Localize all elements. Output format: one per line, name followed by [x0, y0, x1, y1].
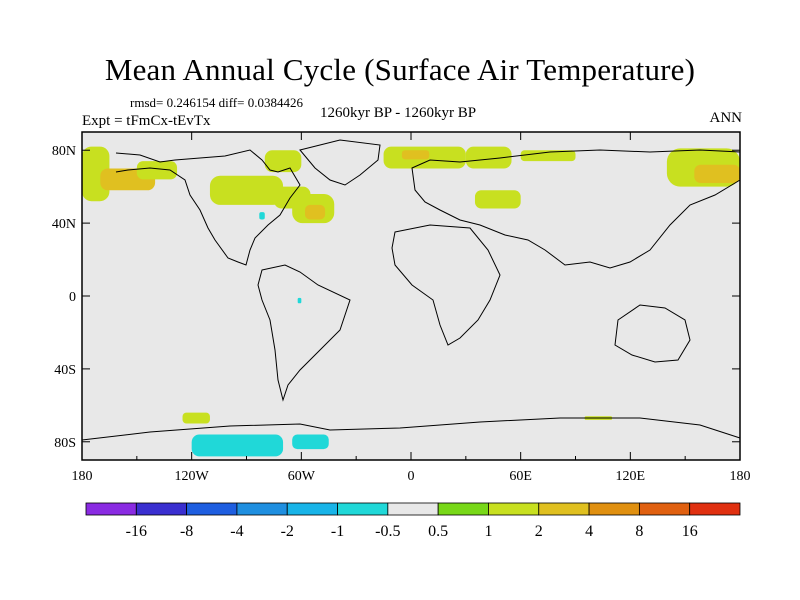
anomaly-region-15 — [182, 412, 210, 424]
anomaly-region-7 — [304, 204, 326, 220]
experiment-label: Expt = tFmCx-tEvTx — [82, 113, 211, 129]
anomaly-region-2 — [136, 161, 178, 180]
colorbar-label-9: 4 — [585, 523, 593, 540]
anomaly-region-14 — [694, 164, 740, 184]
x-tick-label-2: 60W — [288, 469, 316, 484]
colorbar-box-11 — [638, 502, 691, 516]
x-axis: 180 120W 60W 0 60E 120E 180 — [72, 132, 751, 484]
x-tick-label-3: 0 — [408, 469, 415, 484]
colorbar-label-7: 1 — [484, 523, 492, 540]
colorbar-box-5 — [337, 502, 389, 516]
map-background — [82, 132, 740, 460]
x-tick-label-6: 180 — [730, 469, 751, 484]
anomaly-region-9 — [401, 150, 430, 160]
colorbar-box-4 — [286, 502, 338, 516]
y-tick-label-3: 40S — [54, 363, 76, 378]
season-label: ANN — [709, 110, 743, 126]
y-tick-label-4: 80S — [54, 436, 76, 451]
x-tick-label-0: 180 — [72, 469, 93, 484]
colorbar-label-11: 16 — [682, 523, 698, 540]
colorbar-label-2: -4 — [230, 523, 243, 540]
y-tick-label-1: 40N — [52, 217, 76, 232]
x-tick-label-4: 60E — [509, 469, 532, 484]
colorbar-box-6 — [387, 502, 439, 516]
anomaly-region-5 — [264, 150, 302, 173]
x-tick-label-1: 120W — [175, 469, 210, 484]
anomaly-region-18 — [292, 434, 329, 450]
coastline-africa — [391, 224, 501, 346]
colorbar-box-1 — [135, 502, 188, 516]
colorbar-box-3 — [236, 502, 288, 516]
anomaly-region-12 — [520, 150, 576, 162]
coastline-europe-asia — [411, 149, 741, 269]
coastline-north-america — [115, 149, 301, 266]
anomaly-layer — [82, 146, 740, 457]
anomaly-region-10 — [474, 190, 521, 209]
coastline-layer — [81, 139, 741, 441]
colorbar-box-7 — [437, 502, 489, 516]
coastline-australia — [614, 304, 691, 363]
chart-title: Mean Annual Cycle (Surface Air Temperatu… — [104, 52, 696, 87]
anomaly-region-20 — [297, 297, 302, 304]
colorbar-label-10: 8 — [635, 523, 643, 540]
x-tick-label-5: 120E — [616, 469, 646, 484]
coastline-south-america — [257, 264, 351, 402]
colorbar-box-12 — [689, 502, 741, 516]
colorbar-box-10 — [588, 502, 640, 516]
colorbar-box-8 — [488, 502, 540, 516]
y-tick-label-2: 0 — [69, 290, 76, 305]
y-tick-label-0: 80N — [52, 144, 76, 159]
colorbar-box-0 — [85, 502, 137, 516]
colorbar-label-8: 2 — [535, 523, 543, 540]
colorbar-label-3: -2 — [281, 523, 294, 540]
stats-line: rmsd= 0.246154 diff= 0.0384426 — [130, 95, 303, 110]
colorbar-label-4: -1 — [331, 523, 344, 540]
colorbar: -16 -8 -4 -2 -1 -0.5 0.5 1 2 4 8 16 — [85, 502, 741, 540]
colorbar-label-1: -8 — [180, 523, 193, 540]
colorbar-box-2 — [186, 502, 238, 516]
y-axis: 80N 40N 0 40S 80S — [52, 144, 740, 451]
anomaly-region-3 — [209, 175, 284, 205]
anomaly-region-19 — [259, 212, 265, 220]
anomaly-region-11 — [465, 146, 512, 169]
colorbar-label-0: -16 — [126, 523, 147, 540]
coastline-greenland — [299, 139, 381, 186]
colorbar-label-5: -0.5 — [375, 523, 400, 540]
colorbar-label-6: 0.5 — [428, 523, 448, 540]
coastline-antarctica — [81, 417, 741, 441]
anomaly-region-17 — [191, 434, 284, 457]
colorbar-box-9 — [538, 502, 590, 516]
period-label: 1260kyr BP - 1260kyr BP — [320, 105, 477, 121]
